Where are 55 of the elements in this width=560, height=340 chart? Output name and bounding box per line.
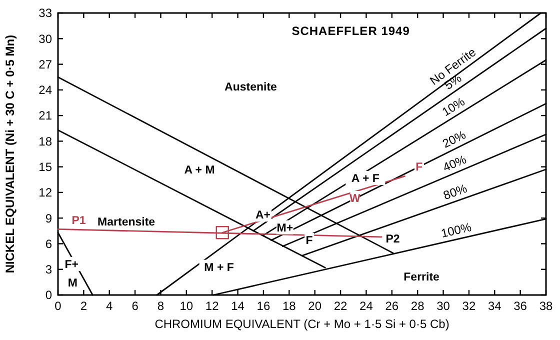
- annotation: Austenite: [224, 81, 277, 94]
- annotation: M + F: [204, 262, 234, 274]
- y-tick-label: 27: [38, 57, 52, 72]
- annotation: F: [416, 161, 423, 174]
- x-tick-label: 0: [54, 299, 62, 313]
- text: 10%: [440, 94, 468, 120]
- y-tick-label: 15: [38, 160, 52, 174]
- annotation: M: [68, 277, 78, 290]
- x-tick-label: 2: [80, 299, 88, 313]
- annotation: W: [350, 193, 361, 206]
- x-tick-label: 22: [334, 299, 348, 313]
- y-tick-label: 30: [38, 32, 52, 46]
- annotation: F: [306, 235, 313, 248]
- y-tick-label: 6: [45, 236, 52, 251]
- x-tick-label: 36: [514, 299, 528, 313]
- y-tick-label: 21: [38, 108, 52, 123]
- text: SCHAEFFLER 1949: [292, 24, 410, 38]
- x-tick-label: 14: [231, 299, 245, 313]
- y-tick-label: 3: [45, 262, 52, 277]
- x-tick-label: 4: [106, 299, 114, 313]
- annotation: P1: [72, 215, 86, 228]
- x-tick-label: 6: [132, 299, 139, 313]
- y-tick-label: 12: [38, 186, 52, 200]
- annotation: A + F: [351, 172, 380, 185]
- y-tick-label: 24: [38, 83, 52, 98]
- x-tick-label: 12: [205, 299, 220, 313]
- x-tick-label: 28: [410, 299, 425, 313]
- x-tick-label: 8: [157, 299, 164, 313]
- annotation: A+: [255, 210, 271, 222]
- y-tick-label: 0: [45, 288, 52, 302]
- annotation: Martensite: [98, 216, 156, 229]
- annotation: Ferrite: [404, 272, 440, 284]
- x-tick-label: 26: [385, 299, 399, 313]
- y-axis-title: NICKEL EQUIVALENT (Ni + 30 C + 0·5 Mn): [3, 34, 17, 274]
- x-tick-label: 20: [308, 299, 322, 313]
- y-tick-label: 9: [45, 211, 52, 226]
- x-tick-label: 18: [282, 299, 296, 313]
- x-tick-label: 34: [488, 299, 502, 313]
- x-tick-label: 38: [539, 299, 553, 313]
- text: 80%: [441, 181, 470, 203]
- x-tick-label: 24: [360, 299, 374, 313]
- annotation: M+: [276, 222, 294, 234]
- y-tick-label: 33: [38, 6, 52, 20]
- text: 40%: [440, 152, 469, 175]
- x-tick-label: 10: [180, 299, 194, 313]
- annotation: P2: [386, 234, 400, 246]
- text: 100%: [440, 220, 473, 241]
- y-tick-label: 18: [38, 134, 52, 148]
- x-tick-label: 16: [256, 299, 270, 313]
- annotation: A + M: [184, 164, 215, 177]
- x-axis-title: CHROMIUM EQUIVALENT (Cr + Mo + 1·5 Si + 0·5 Cb): [154, 317, 450, 331]
- x-tick-label: 30: [436, 299, 450, 313]
- x-tick-label: 32: [462, 299, 476, 313]
- annotation: F+: [64, 259, 79, 272]
- text: 20%: [440, 127, 468, 151]
